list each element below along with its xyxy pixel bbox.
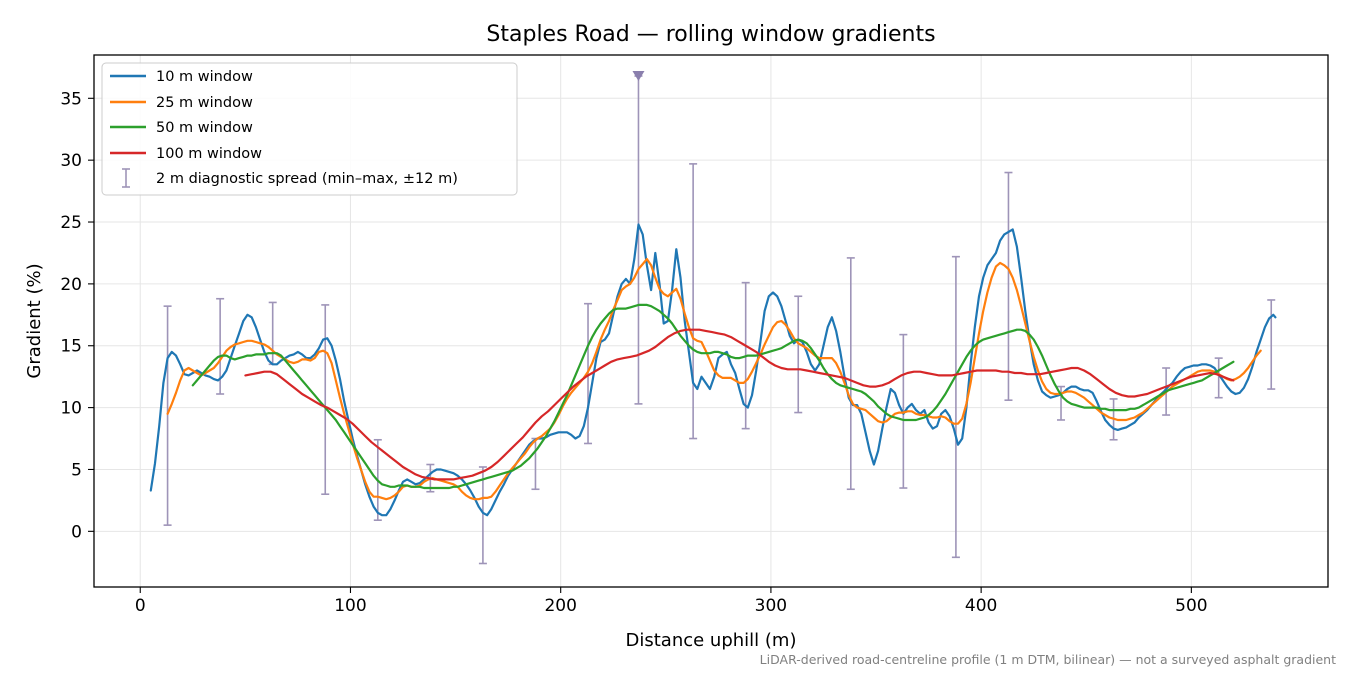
error-bar [1057, 385, 1066, 421]
y-tick-label: 25 [60, 213, 82, 233]
y-tick-label: 30 [60, 151, 82, 171]
y-axis-label: Gradient (%) [24, 263, 45, 378]
error-bar [846, 257, 855, 491]
error-bar [951, 255, 960, 559]
error-bar [1004, 171, 1013, 401]
y-tick-label: 15 [60, 337, 82, 357]
error-bar [632, 71, 645, 405]
x-tick-label: 300 [755, 596, 787, 616]
error-bar [689, 163, 698, 440]
legend-swatch-errorbar [122, 168, 130, 188]
y-tick-label: 20 [60, 275, 82, 295]
error-bar [794, 295, 803, 414]
legend-label: 2 m diagnostic spread (min–max, ±12 m) [156, 171, 458, 187]
grid [94, 55, 1328, 587]
error-bar [321, 304, 330, 496]
caption: LiDAR-derived road-centreline profile (1… [760, 652, 1336, 667]
series-line [191, 303, 1235, 490]
error-bar [1267, 299, 1276, 390]
error-bars [163, 71, 1276, 565]
clipped-marker [632, 71, 645, 82]
error-bar [1214, 357, 1223, 399]
legend-label: 25 m window [156, 95, 253, 111]
x-tick-label: 400 [965, 596, 997, 616]
error-bar [163, 305, 172, 526]
x-axis: 0 100 200 300 400 500 [135, 587, 1208, 616]
plot-frame [93, 54, 1329, 588]
series-line [244, 328, 1235, 481]
y-axis: 0 5 10 15 20 25 30 35 [60, 89, 94, 542]
legend: 10 m window 25 m window 50 m window 100 m w… [101, 62, 518, 196]
legend-box [101, 62, 518, 196]
x-tick-label: 0 [135, 596, 146, 616]
x-tick-label: 100 [334, 596, 366, 616]
y-tick-label: 10 [60, 399, 82, 419]
x-tick-label: 500 [1175, 596, 1207, 616]
series-lines [149, 223, 1277, 517]
x-tick-label: 200 [544, 596, 576, 616]
legend-label: 100 m window [156, 146, 262, 162]
y-tick-label: 35 [60, 89, 82, 109]
chart-title: Staples Road — rolling window gradients [486, 22, 935, 47]
x-axis-label: Distance uphill (m) [626, 630, 797, 651]
legend-label: 10 m window [156, 69, 253, 85]
series-line [149, 223, 1277, 517]
legend-label: 50 m window [156, 120, 253, 136]
y-tick-label: 0 [71, 522, 82, 542]
y-tick-label: 5 [71, 460, 82, 480]
series-line [166, 258, 1262, 501]
error-bar [478, 466, 487, 565]
